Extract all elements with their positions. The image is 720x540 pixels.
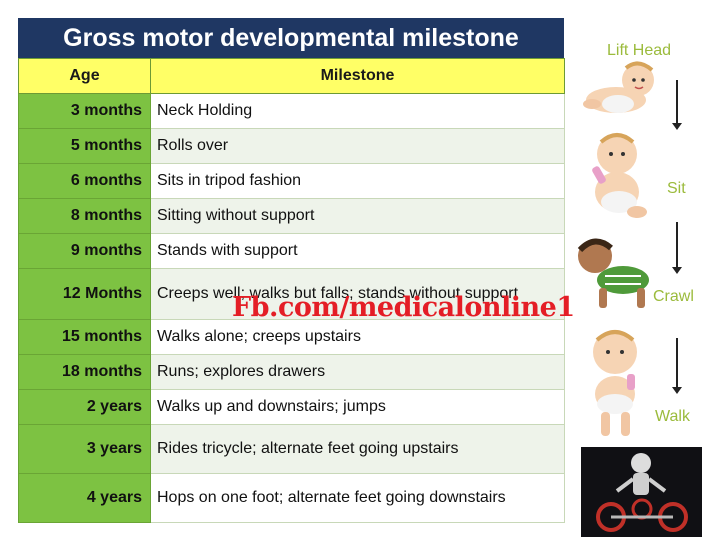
table-row: 4 years Hops on one foot; alternate feet…: [18, 473, 565, 523]
baby-lifting-head-icon: [583, 61, 654, 113]
baby-sitting-icon: [592, 133, 647, 218]
age-cell: 5 months: [18, 128, 151, 164]
table-row: 3 months Neck Holding: [18, 93, 565, 129]
down-arrow-icon: [672, 222, 682, 274]
table-row: 6 months Sits in tripod fashion: [18, 163, 565, 199]
stage-label-sit: Sit: [667, 180, 686, 197]
milestone-cell: Walks alone; creeps upstairs: [150, 319, 565, 355]
watermark-text: Fb.com/medicalonline1: [232, 292, 575, 323]
table-header-row: Age Milestone: [18, 58, 565, 94]
page-title: Gross motor developmental milestone: [18, 18, 564, 58]
age-cell: 3 years: [18, 424, 151, 474]
milestone-cell: Sits in tripod fashion: [150, 163, 565, 199]
age-cell: 3 months: [18, 93, 151, 129]
milestone-cell: Sitting without support: [150, 198, 565, 234]
age-cell: 18 months: [18, 354, 151, 390]
tricycle-photo: [581, 447, 702, 537]
age-cell: 2 years: [18, 389, 151, 425]
table-row: 8 months Sitting without support: [18, 198, 565, 234]
milestone-cell: Creeps well; walks but falls; stands wit…: [150, 268, 565, 320]
table-row: 3 years Rides tricycle; alternate feet g…: [18, 424, 565, 474]
age-cell: 12 Months: [18, 268, 151, 320]
down-arrow-icon: [672, 80, 682, 130]
down-arrow-icon: [672, 338, 682, 394]
milestone-cell: Rides tricycle; alternate feet going ups…: [150, 424, 565, 474]
baby-crawling-icon: [577, 238, 649, 308]
age-cell: 6 months: [18, 163, 151, 199]
milestone-cell: Walks up and downstairs; jumps: [150, 389, 565, 425]
baby-walking-icon: [593, 330, 637, 436]
milestone-cell: Rolls over: [150, 128, 565, 164]
milestone-cell: Hops on one foot; alternate feet going d…: [150, 473, 565, 523]
stage-label-crawl: Crawl: [653, 288, 694, 305]
table-row: 18 months Runs; explores drawers: [18, 354, 565, 390]
table-row: 15 months Walks alone; creeps upstairs: [18, 319, 565, 355]
age-cell: 8 months: [18, 198, 151, 234]
milestone-column-header: Milestone: [150, 58, 565, 94]
stage-label-walk: Walk: [655, 408, 690, 425]
age-column-header: Age: [18, 58, 151, 94]
milestone-cell: Stands with support: [150, 233, 565, 269]
stage-label-lift-head: Lift Head: [607, 42, 672, 59]
milestone-table: Age Milestone 3 months Neck Holding 5 mo…: [18, 58, 565, 523]
age-cell: 9 months: [18, 233, 151, 269]
table-row: 12 Months Creeps well; walks but falls; …: [18, 268, 565, 320]
milestone-cell: Neck Holding: [150, 93, 565, 129]
age-cell: 15 months: [18, 319, 151, 355]
table-row: 9 months Stands with support: [18, 233, 565, 269]
table-row: 2 years Walks up and downstairs; jumps: [18, 389, 565, 425]
table-row: 5 months Rolls over: [18, 128, 565, 164]
age-cell: 4 years: [18, 473, 151, 523]
milestone-cell: Runs; explores drawers: [150, 354, 565, 390]
